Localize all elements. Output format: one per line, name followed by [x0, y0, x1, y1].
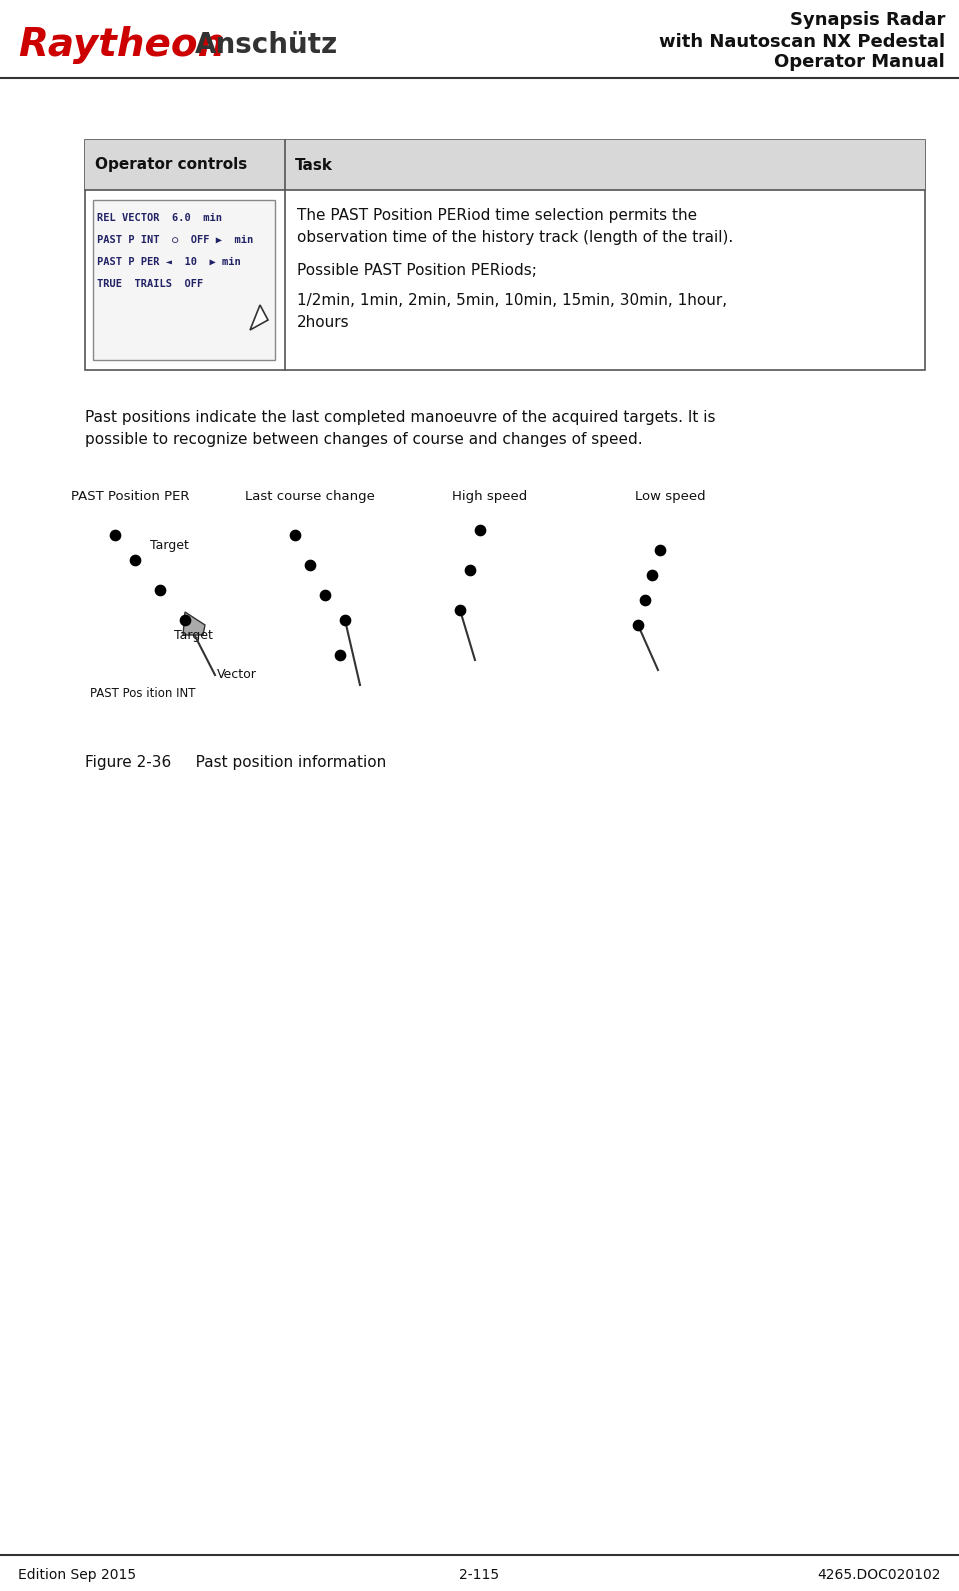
Text: The PAST Position PERiod time selection permits the: The PAST Position PERiod time selection … — [297, 208, 697, 223]
Point — [317, 582, 333, 608]
Point — [288, 522, 303, 547]
Text: Past positions indicate the last completed manoeuvre of the acquired targets. It: Past positions indicate the last complet… — [85, 410, 715, 425]
Text: Vector: Vector — [217, 668, 257, 681]
Text: 2hours: 2hours — [297, 315, 350, 329]
Text: Operator Manual: Operator Manual — [774, 53, 945, 72]
Point — [453, 597, 468, 622]
Point — [630, 613, 645, 638]
Point — [107, 522, 123, 547]
Point — [338, 608, 353, 633]
Polygon shape — [183, 613, 205, 635]
Text: Operator controls: Operator controls — [95, 158, 247, 172]
Text: Possible PAST Position PERiods;: Possible PAST Position PERiods; — [297, 263, 537, 278]
Point — [302, 552, 317, 578]
Point — [638, 587, 653, 613]
Point — [473, 517, 488, 543]
Point — [177, 608, 193, 633]
Text: High speed: High speed — [453, 490, 527, 503]
Text: possible to recognize between changes of course and changes of speed.: possible to recognize between changes of… — [85, 433, 643, 447]
Text: observation time of the history track (length of the trail).: observation time of the history track (l… — [297, 231, 734, 245]
Point — [644, 562, 660, 587]
Text: PAST P INT  ○  OFF ▶  min: PAST P INT ○ OFF ▶ min — [97, 235, 253, 245]
Point — [128, 547, 143, 573]
Text: PAST Pos ition INT: PAST Pos ition INT — [90, 687, 196, 700]
Text: Synapsis Radar: Synapsis Radar — [789, 11, 945, 29]
Text: Target: Target — [150, 539, 189, 552]
Text: REL VECTOR  6.0  min: REL VECTOR 6.0 min — [97, 213, 222, 223]
Text: Edition Sep 2015: Edition Sep 2015 — [18, 1569, 136, 1581]
Point — [462, 557, 478, 582]
Point — [652, 538, 667, 563]
Point — [152, 578, 168, 603]
Polygon shape — [250, 305, 268, 329]
Text: TRUE  TRAILS  OFF: TRUE TRAILS OFF — [97, 278, 203, 290]
Text: with Nautoscan NX Pedestal: with Nautoscan NX Pedestal — [659, 33, 945, 51]
Text: 2-115: 2-115 — [459, 1569, 499, 1581]
Text: 4265.DOC020102: 4265.DOC020102 — [817, 1569, 941, 1581]
Bar — [85, 140, 925, 371]
Text: PAST P PER ◄  10  ▶ min: PAST P PER ◄ 10 ▶ min — [97, 258, 241, 267]
Text: Task: Task — [295, 158, 333, 172]
Text: Anschütz: Anschütz — [195, 30, 339, 59]
Text: Low speed: Low speed — [635, 490, 705, 503]
Text: 1/2min, 1min, 2min, 5min, 10min, 15min, 30min, 1hour,: 1/2min, 1min, 2min, 5min, 10min, 15min, … — [297, 293, 727, 309]
Text: Figure 2-36     Past position information: Figure 2-36 Past position information — [85, 756, 386, 770]
Text: PAST Position PER: PAST Position PER — [71, 490, 189, 503]
Bar — [85, 140, 925, 189]
Bar — [93, 200, 275, 360]
Text: Raytheon: Raytheon — [18, 25, 225, 64]
Point — [333, 643, 348, 668]
Text: Last course change: Last course change — [246, 490, 375, 503]
Text: Target: Target — [174, 628, 213, 643]
